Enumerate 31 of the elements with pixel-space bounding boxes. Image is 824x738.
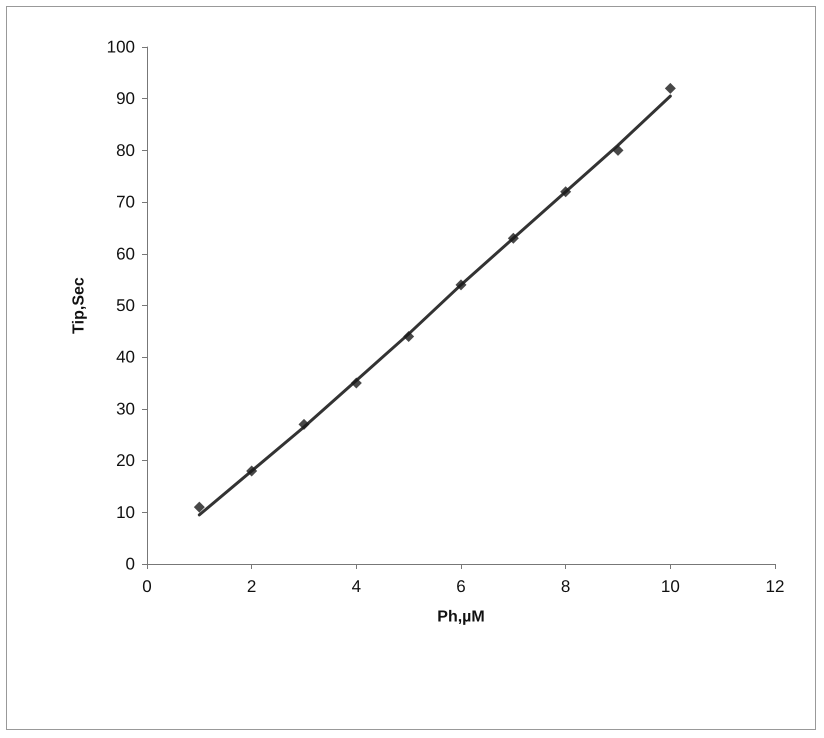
x-tick-label: 8 <box>560 577 570 596</box>
y-axis-title: Tip,Sec <box>70 277 88 334</box>
point <box>612 144 624 156</box>
x-tick-label: 10 <box>660 577 680 596</box>
y-tick-label: 80 <box>116 140 135 160</box>
y-tick-label: 60 <box>116 244 135 264</box>
x-tick-label: 2 <box>246 577 256 596</box>
y-tick-label: 10 <box>116 502 135 522</box>
y-tick-label: 30 <box>116 399 135 418</box>
point <box>560 186 572 198</box>
y-tick-label: 0 <box>126 554 135 574</box>
point <box>246 465 258 476</box>
x-tick-label: 0 <box>142 577 152 596</box>
point <box>194 502 205 513</box>
line-series <box>198 94 672 516</box>
point <box>298 418 310 430</box>
y-tick-label: 90 <box>116 89 135 108</box>
x-tick-label: 12 <box>766 577 784 596</box>
y-tick-label: 100 <box>106 38 135 56</box>
y-tick-label: 40 <box>116 348 135 367</box>
point <box>403 331 414 342</box>
point <box>508 232 519 244</box>
point <box>456 279 466 290</box>
y-tick-label: 70 <box>116 192 135 212</box>
point <box>350 378 362 389</box>
y-tick-label: 50 <box>116 296 135 315</box>
x-tick-label: 4 <box>352 577 362 596</box>
point <box>664 82 676 94</box>
x-tick-label: 6 <box>456 577 466 596</box>
y-tick-label: 20 <box>116 451 135 470</box>
x-axis-title: Ph,µM <box>437 608 485 626</box>
